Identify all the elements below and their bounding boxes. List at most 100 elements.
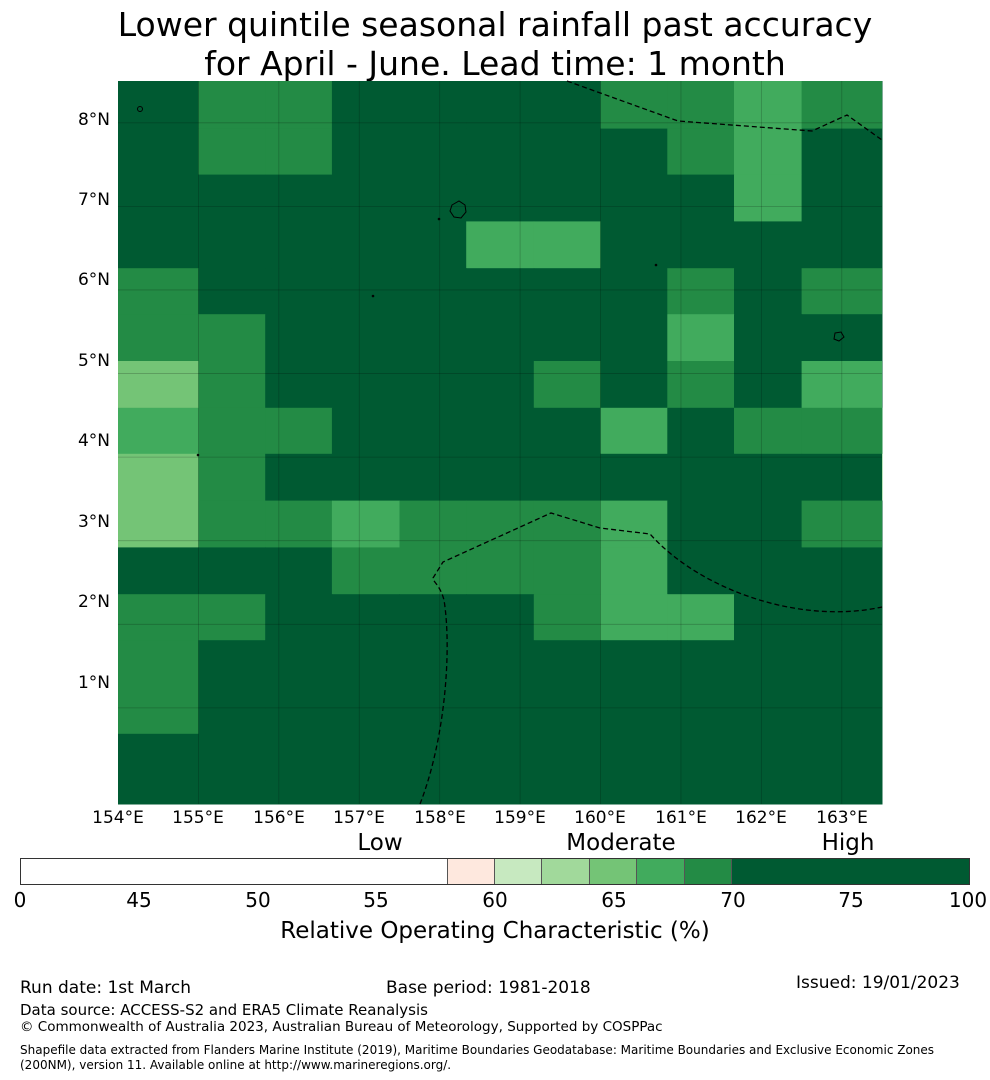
island-kosrae [833,331,845,342]
roc-cell [331,780,400,805]
roc-cell [466,733,535,782]
roc-cell [600,547,668,595]
roc-cell [734,453,803,502]
base-period: Base period: 1981-2018 [386,978,591,998]
roc-cell [198,547,266,595]
roc-cell [801,314,883,362]
roc-cell [667,314,735,362]
roc-cell [882,268,883,315]
roc-cell [265,640,333,688]
roc-cell [600,594,668,641]
roc-cell [198,500,266,548]
roc-cell [533,733,601,782]
roc-cell [331,407,400,455]
roc-cell [265,687,333,735]
roc-cell [734,804,803,805]
roc-cell [667,804,735,805]
roc-cell [734,733,803,782]
roc-cell [600,81,668,130]
lon-label: 161°E [655,808,707,828]
roc-cell [399,500,467,548]
roc-cell [882,640,883,688]
roc-cell [198,733,266,782]
roc-cell [734,407,803,455]
lat-label: 1°N [77,673,110,693]
roc-cell [198,640,266,688]
roc-cell [198,128,266,176]
lon-label: 163°E [816,808,868,828]
roc-cell [533,81,601,130]
copyright: © Commonwealth of Australia 2023, Austra… [20,1019,663,1035]
roc-cell [331,640,400,688]
roc-cell [198,780,266,805]
island-oroluk [137,106,143,112]
colorbar-tick: 0 [13,888,27,912]
roc-cell [331,128,400,176]
colorbar-segment [637,859,685,884]
roc-cell [331,733,400,782]
roc-cell [399,361,467,409]
roc-cell [265,500,333,548]
roc-cell [600,687,668,735]
roc-cell [734,221,803,269]
roc-cell [399,128,467,176]
roc-cell [466,174,535,222]
roc-cell [533,361,601,409]
roc-cell [198,314,266,362]
colorbar-tick: 45 [126,888,152,912]
roc-cell [466,804,535,805]
roc-cell [118,314,199,362]
roc-cell [399,221,467,269]
island-pohnpei [449,200,467,219]
roc-cell [198,174,266,222]
lon-label: 160°E [574,808,626,828]
roc-cell [882,314,883,362]
roc-cell [600,174,668,222]
data-source: Data source: ACCESS-S2 and ERA5 Climate … [20,1001,428,1019]
roc-cell [882,733,883,782]
colorbar-tick: 55 [363,888,389,912]
island-small-2 [654,263,658,267]
roc-cell [533,268,601,315]
roc-cell [734,361,803,409]
roc-cell [882,547,883,595]
roc-cell [667,547,735,595]
colorbar-segment [684,859,732,884]
roc-cell [399,314,467,362]
roc-cell [533,453,601,502]
roc-cell [533,594,601,641]
lat-label: 7°N [77,190,110,210]
roc-cell [399,687,467,735]
roc-cell [399,804,467,805]
roc-cell [600,780,668,805]
roc-cell [198,687,266,735]
roc-cell [118,453,199,502]
roc-cell [118,361,199,409]
roc-cell [399,733,467,782]
roc-cell [882,804,883,805]
roc-cell [466,547,535,595]
roc-cell [118,733,199,782]
roc-cell [600,453,668,502]
roc-cell [667,687,735,735]
roc-cell [533,687,601,735]
roc-cell [600,314,668,362]
roc-cell [882,81,883,130]
roc-cell [734,81,803,130]
roc-cell [466,780,535,805]
roc-cell [667,453,735,502]
roc-cell [331,687,400,735]
roc-cell [801,804,883,805]
roc-cell [118,640,199,688]
colorbar-segment [21,859,448,884]
roc-cell [466,407,535,455]
roc-cell [331,361,400,409]
roc-cell [667,780,735,805]
roc-cell [265,268,333,315]
lon-label: 158°E [414,808,466,828]
island-small-1 [437,217,441,221]
roc-cell [882,407,883,455]
eez-boundary-north [566,80,883,141]
roc-cell [801,594,883,641]
roc-cell [667,640,735,688]
